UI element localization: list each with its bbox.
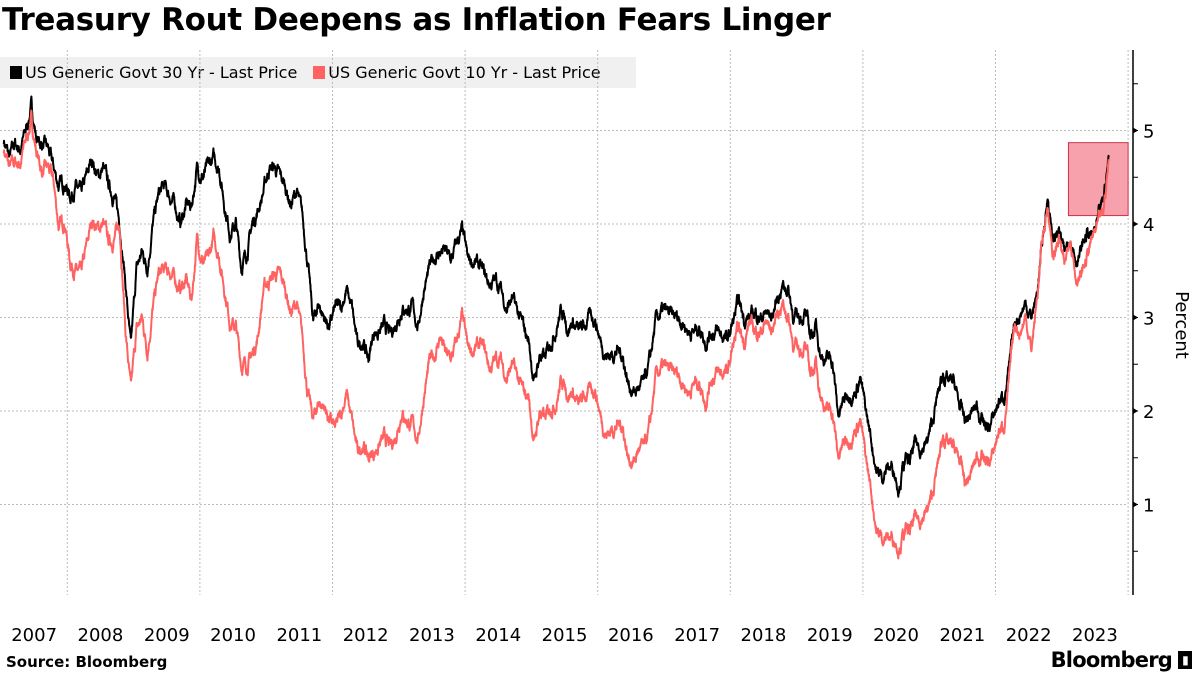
- x-tick-label: 2023: [1072, 625, 1118, 646]
- y-tick-label: 5: [1143, 122, 1154, 143]
- y-tick-marker: [1133, 408, 1138, 414]
- x-tick-label: 2020: [873, 625, 919, 646]
- y-tick-label: 3: [1143, 309, 1154, 330]
- y-tick-marker: [1133, 221, 1138, 227]
- legend-label-30yr: US Generic Govt 30 Yr - Last Price: [25, 63, 298, 82]
- source-note: Source: Bloomberg: [6, 653, 168, 671]
- bloomberg-logo: Bloomberg ▮: [1051, 648, 1192, 672]
- x-tick-label: 2015: [542, 625, 588, 646]
- x-axis: 2007 2008 2009 2010 2011 2012 2013 2014 2015 2016…: [11, 625, 1118, 646]
- legend-item-10yr: US Generic Govt 10 Yr - Last Price: [313, 63, 601, 82]
- x-tick-label: 2019: [807, 625, 853, 646]
- y-tick-label: 1: [1143, 496, 1154, 517]
- y-tick-marker: [1133, 127, 1138, 134]
- series-line-10yr: [2, 109, 1110, 560]
- logo-text: Bloomberg: [1050, 648, 1173, 672]
- y-tick-label: 2: [1143, 402, 1154, 423]
- y-tick-label: 4: [1143, 215, 1154, 236]
- x-tick-label: 2016: [608, 625, 654, 646]
- gridlines: [0, 50, 1129, 595]
- x-tick-label: 2014: [475, 625, 521, 646]
- legend: US Generic Govt 30 Yr - Last Price US Ge…: [0, 57, 636, 88]
- x-tick-label: 2017: [674, 625, 720, 646]
- x-tick-label: 2021: [939, 625, 985, 646]
- chart-title: Treasury Rout Deepens as Inflation Fears…: [2, 2, 831, 38]
- y-tick-marker: [1133, 314, 1138, 321]
- legend-swatch-10yr: [313, 66, 326, 79]
- x-tick-label: 2022: [1006, 625, 1052, 646]
- series-lines: [2, 95, 1110, 560]
- legend-label-10yr: US Generic Govt 10 Yr - Last Price: [328, 63, 601, 82]
- x-tick-label: 2018: [741, 625, 787, 646]
- x-tick-label: 2009: [144, 625, 190, 646]
- y-tick-marker: [1133, 501, 1138, 508]
- legend-item-30yr: US Generic Govt 30 Yr - Last Price: [10, 63, 297, 82]
- bloomberg-terminal-icon: ▮: [1178, 651, 1192, 669]
- x-tick-label: 2007: [11, 625, 57, 646]
- x-tick-label: 2010: [210, 625, 256, 646]
- legend-swatch-30yr: [10, 66, 22, 79]
- x-tick-label: 2012: [343, 625, 389, 646]
- highlight-box: [1067, 142, 1129, 217]
- y-axis-label: Percent: [1171, 291, 1192, 359]
- series-line-30yr: [2, 95, 1110, 498]
- x-tick-label: 2008: [78, 625, 124, 646]
- x-tick-label: 2013: [409, 625, 455, 646]
- y-axis: 1 2 3 4 5: [1132, 50, 1154, 595]
- x-tick-label: 2011: [276, 625, 322, 646]
